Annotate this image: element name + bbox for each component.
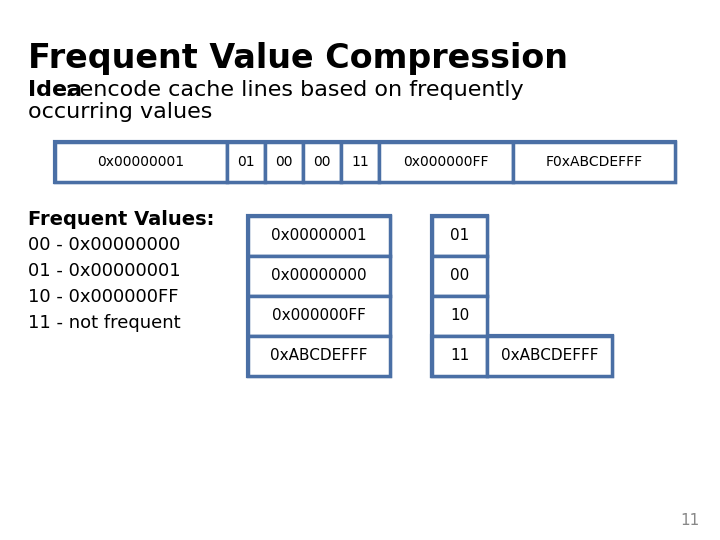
Text: 0xABCDEFFF: 0xABCDEFFF (500, 348, 598, 363)
FancyBboxPatch shape (432, 336, 487, 376)
Text: Idea: Idea (28, 80, 82, 100)
Text: 0x00000001: 0x00000001 (271, 228, 366, 244)
FancyBboxPatch shape (248, 296, 390, 336)
Text: 10 - 0x000000FF: 10 - 0x000000FF (28, 288, 179, 306)
FancyBboxPatch shape (432, 216, 487, 256)
FancyBboxPatch shape (55, 142, 227, 182)
FancyBboxPatch shape (55, 142, 675, 182)
Text: 00 - 0x00000000: 00 - 0x00000000 (28, 236, 181, 254)
FancyBboxPatch shape (227, 142, 265, 182)
Text: 0x00000000: 0x00000000 (271, 268, 366, 284)
FancyBboxPatch shape (265, 142, 303, 182)
Text: 00: 00 (450, 268, 469, 284)
FancyBboxPatch shape (379, 142, 513, 182)
Text: 11: 11 (680, 513, 700, 528)
Text: 01: 01 (450, 228, 469, 244)
FancyBboxPatch shape (248, 336, 390, 376)
FancyBboxPatch shape (432, 216, 487, 376)
Text: occurring values: occurring values (28, 102, 212, 122)
FancyBboxPatch shape (487, 336, 612, 376)
Text: 00: 00 (275, 155, 292, 169)
FancyBboxPatch shape (303, 142, 341, 182)
FancyBboxPatch shape (513, 142, 675, 182)
Text: 10: 10 (450, 308, 469, 323)
Text: 00: 00 (313, 155, 330, 169)
Text: F0xABCDEFFF: F0xABCDEFFF (545, 155, 642, 169)
Text: 0x000000FF: 0x000000FF (272, 308, 366, 323)
Text: 11 - not frequent: 11 - not frequent (28, 314, 181, 332)
FancyBboxPatch shape (432, 256, 487, 296)
Text: : encode cache lines based on frequently: : encode cache lines based on frequently (65, 80, 523, 100)
FancyBboxPatch shape (248, 216, 390, 376)
FancyBboxPatch shape (248, 256, 390, 296)
Text: 0xABCDEFFF: 0xABCDEFFF (270, 348, 368, 363)
Text: Frequent Value Compression: Frequent Value Compression (28, 42, 568, 75)
Text: 0x000000FF: 0x000000FF (403, 155, 489, 169)
Text: 11: 11 (450, 348, 469, 363)
Text: 0x00000001: 0x00000001 (97, 155, 184, 169)
Text: 01 - 0x00000001: 01 - 0x00000001 (28, 262, 181, 280)
FancyBboxPatch shape (432, 336, 612, 376)
FancyBboxPatch shape (248, 216, 390, 256)
FancyBboxPatch shape (341, 142, 379, 182)
Text: 01: 01 (237, 155, 255, 169)
FancyBboxPatch shape (432, 296, 487, 336)
Text: Frequent Values:: Frequent Values: (28, 210, 215, 229)
Text: 11: 11 (351, 155, 369, 169)
